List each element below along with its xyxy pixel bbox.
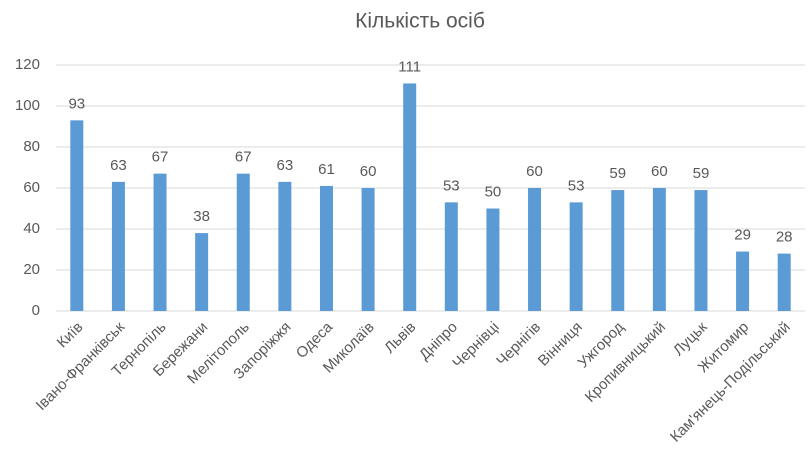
x-tick-label: Чернігів [493,319,544,370]
bar [70,120,84,311]
data-label: 63 [110,157,127,174]
bar [195,233,209,311]
bar [444,202,458,311]
y-tick-label: 40 [23,220,40,237]
bar [694,190,708,311]
data-label: 67 [235,149,252,166]
x-tick-label: Київ [54,319,87,352]
data-label: 59 [609,165,626,182]
data-label: 28 [776,229,793,246]
bar [153,173,167,311]
bar [611,190,625,311]
data-label: 93 [68,95,85,112]
data-label: 60 [526,163,543,180]
y-tick-label: 60 [23,179,40,196]
bar [486,208,500,311]
bar [652,188,666,311]
data-label: 59 [693,165,710,182]
data-label: 60 [651,163,668,180]
y-tick-label: 0 [32,302,40,319]
data-label: 61 [318,161,335,178]
bar [319,185,333,311]
data-label: 111 [398,58,421,75]
bar [236,173,250,311]
data-label: 67 [152,149,169,166]
bar [278,181,292,311]
data-label: 53 [443,177,460,194]
data-label: 50 [485,183,502,200]
data-label: 53 [568,177,585,194]
bar [403,83,417,311]
bar [569,202,583,311]
chart-title: Кількість осіб [355,10,485,33]
bar [736,251,750,311]
data-label: 60 [360,163,377,180]
y-tick-label: 20 [23,261,40,278]
bar [777,253,791,311]
y-tick-label: 100 [15,97,40,114]
y-tick-label: 80 [23,138,40,155]
y-tick-label: 120 [15,56,40,73]
data-label: 29 [734,227,751,244]
bar [528,188,542,311]
data-label: 38 [193,208,210,225]
x-tick-label: Львів [381,319,419,357]
bar [361,188,375,311]
bar [111,181,125,311]
data-label: 63 [277,157,294,174]
x-tick-label: Чернівці [449,319,502,372]
